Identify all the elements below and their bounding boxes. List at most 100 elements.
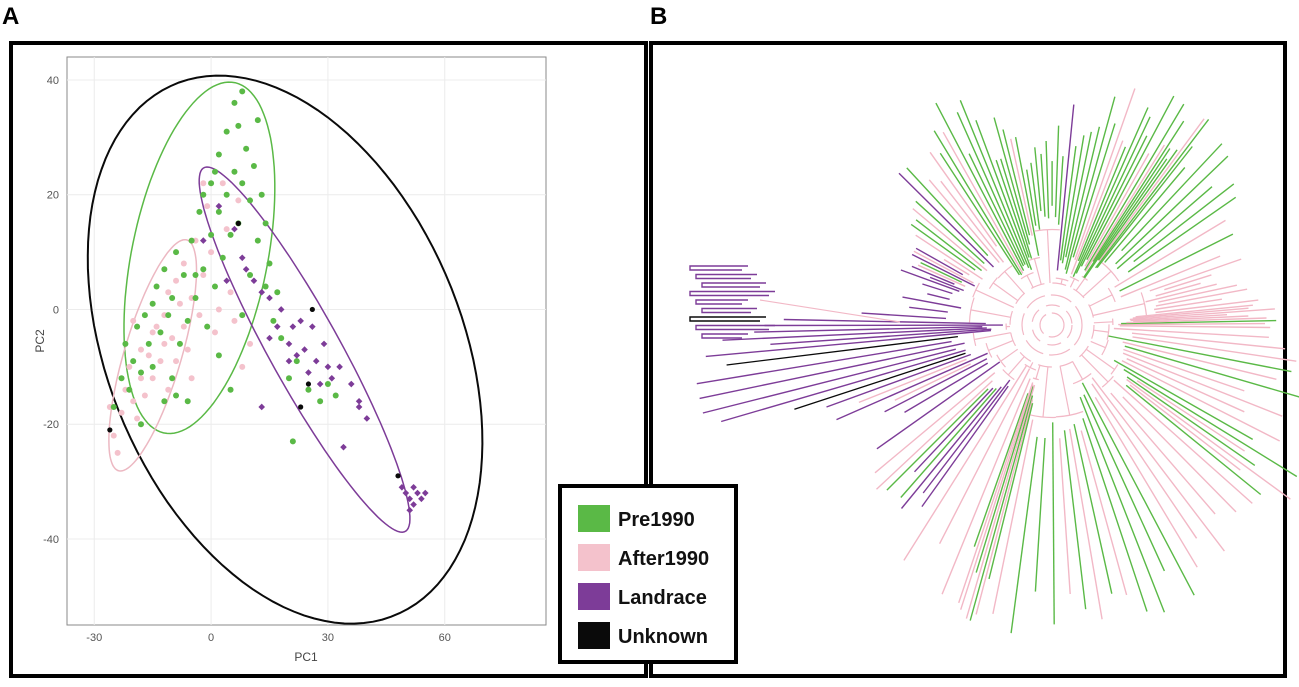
point-landrace (418, 495, 425, 503)
point-pre1990 (137, 369, 144, 376)
tree-tip-after1990 (903, 365, 1028, 561)
point-landrace (406, 506, 413, 514)
tree-tip-after1990 (1132, 307, 1249, 319)
tree-internal-branch (988, 340, 1014, 351)
tree-tip-pre1990 (969, 395, 1034, 621)
tree-tip-after1990 (1126, 378, 1291, 500)
y-tick-label: 20 (47, 190, 59, 202)
tree-internal-branch (1075, 277, 1086, 291)
tree-tip-pre1990 (1084, 158, 1168, 279)
point-landrace (242, 265, 250, 273)
tree-tip-pre1990 (1086, 95, 1175, 261)
tree-tip-after1990 (1164, 274, 1212, 291)
point-unknown (235, 220, 241, 226)
tree-tip-after1990 (1145, 283, 1217, 303)
point-after1990 (239, 363, 246, 370)
ellipse-after1990 (108, 238, 198, 472)
point-after1990 (180, 260, 187, 267)
point-pre1990 (184, 398, 191, 405)
tree-tip-landrace (911, 265, 955, 285)
point-pre1990 (239, 312, 246, 319)
point-pre1990 (176, 340, 183, 347)
point-pre1990 (110, 403, 117, 410)
point-pre1990 (149, 363, 156, 370)
point-after1990 (200, 180, 207, 187)
point-landrace (238, 254, 246, 262)
tree-tip-after1990 (1122, 352, 1283, 417)
tree-tip-pre1990 (1030, 162, 1041, 230)
tree-tip-pre1990 (1123, 368, 1298, 478)
tree-tip-after1990 (1153, 298, 1223, 311)
tree-tip-after1990 (1133, 315, 1249, 322)
point-pre1990 (235, 122, 242, 129)
tree-backbone-ring (1009, 282, 1095, 368)
tree-tip-after1990 (1129, 308, 1275, 321)
tree-landrace-tip (689, 316, 766, 322)
point-landrace (414, 489, 421, 497)
point-pre1990 (278, 335, 285, 342)
point-pre1990 (219, 254, 226, 261)
point-pre1990 (274, 289, 281, 296)
tree-internal-branch (1046, 229, 1051, 284)
tree-tip-after1990 (1080, 430, 1128, 596)
point-landrace (402, 489, 410, 497)
tree-tip-after1990 (928, 179, 1000, 264)
tree-landrace-tip (689, 290, 775, 297)
tree-tip-after1990 (876, 380, 993, 490)
point-after1990 (134, 415, 141, 422)
point-landrace (328, 374, 336, 382)
tree-tip-pre1990 (1126, 376, 1256, 466)
point-after1990 (130, 317, 137, 324)
tree-tip-landrace (927, 293, 950, 300)
legend-swatch-after1990 (578, 544, 610, 571)
point-landrace (355, 403, 363, 411)
tree-tip-pre1990 (1065, 96, 1116, 274)
point-landrace (285, 357, 293, 365)
tree-tip-after1990 (1126, 358, 1245, 413)
tree-tip-after1990 (943, 258, 970, 276)
tree-internal-branch (1093, 321, 1113, 324)
tree-internal-branch (1000, 348, 1019, 362)
tree-backbone-ring (1031, 304, 1073, 346)
point-after1990 (126, 363, 133, 370)
tree-internal-arc (1106, 324, 1110, 340)
tree-internal-branch (1069, 278, 1076, 288)
point-landrace (223, 277, 230, 285)
tree-tip-pre1990 (973, 393, 1029, 547)
tree-tip-pre1990 (1084, 103, 1185, 271)
point-pre1990 (173, 249, 180, 256)
tree-tip-pre1990 (1034, 437, 1046, 592)
tree-tip-pre1990 (988, 403, 1034, 580)
point-landrace (347, 380, 355, 388)
tree-internal-branch (1081, 354, 1109, 383)
point-unknown (298, 404, 304, 410)
tree-tip-pre1990 (1073, 423, 1113, 594)
point-pre1990 (223, 191, 230, 198)
tree-tip-landrace (770, 328, 992, 345)
point-pre1990 (169, 375, 176, 382)
tree-tip-after1990 (1119, 325, 1271, 329)
tree-tip-landrace (696, 340, 952, 385)
legend-swatch-unknown (578, 622, 610, 649)
tree-tip-landrace (911, 253, 976, 287)
point-pre1990 (262, 283, 269, 290)
point-landrace (336, 363, 343, 371)
tree-tip-pre1990 (1080, 135, 1148, 267)
point-after1990 (130, 398, 137, 405)
tree-tip-unknown (726, 335, 958, 366)
point-pre1990 (161, 398, 168, 405)
point-pre1990 (145, 340, 152, 347)
tree-tip-pre1990 (906, 167, 989, 257)
tree-tip-after1990 (1094, 396, 1198, 568)
tree-tip-after1990 (1130, 314, 1228, 322)
point-pre1990 (192, 294, 199, 301)
point-pre1990 (247, 197, 254, 204)
tree-tip-pre1990 (1063, 430, 1087, 610)
tree-internal-arc (972, 332, 977, 347)
y-tick-label: -40 (43, 534, 59, 546)
tree-tip-pre1990 (915, 200, 985, 265)
point-pre1990 (215, 352, 222, 359)
tree-tip-landrace (754, 326, 983, 333)
point-pre1990 (141, 312, 148, 319)
